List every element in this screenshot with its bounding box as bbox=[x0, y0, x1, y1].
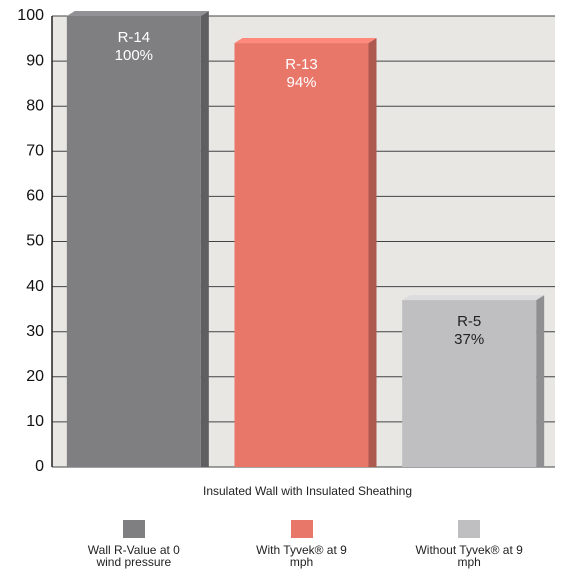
legend-label: Wall R-Value at 0 wind pressure bbox=[87, 543, 180, 569]
y-tick-label: 70 bbox=[26, 143, 44, 160]
legend-swatch bbox=[458, 520, 481, 538]
bar-side bbox=[200, 11, 209, 467]
y-tick-label: 10 bbox=[26, 413, 44, 430]
bar-side bbox=[536, 295, 545, 467]
legend-swatch bbox=[290, 520, 313, 538]
bar-r-value: R-5 bbox=[457, 313, 481, 330]
y-tick-label: 0 bbox=[35, 458, 44, 475]
y-tick-label: 30 bbox=[26, 323, 44, 340]
legend-item: With Tyvek® at 9 mph bbox=[237, 520, 367, 568]
bar-top bbox=[66, 11, 209, 16]
bar bbox=[402, 300, 537, 467]
y-tick-label: 80 bbox=[26, 97, 44, 114]
bar-top bbox=[402, 295, 545, 301]
data-label: 94% bbox=[286, 74, 316, 91]
data-label: 100% bbox=[115, 47, 153, 64]
legend-item: Wall R-Value at 0 wind pressure bbox=[69, 520, 199, 568]
y-tick-label: 100 bbox=[17, 7, 44, 24]
y-tick-label: 40 bbox=[26, 278, 44, 295]
bar bbox=[234, 43, 369, 468]
y-tick-label: 60 bbox=[26, 188, 44, 205]
x-axis-label: Insulated Wall with Insulated Sheathing bbox=[203, 484, 412, 498]
bar-side bbox=[368, 38, 377, 468]
legend-label: With Tyvek® at 9 mph bbox=[256, 543, 347, 569]
legend-swatch bbox=[122, 520, 145, 538]
bar-top bbox=[234, 38, 377, 44]
bar bbox=[66, 16, 201, 467]
data-label: 37% bbox=[454, 331, 484, 348]
y-tick-label: 20 bbox=[26, 368, 44, 385]
bar-r-value: R-14 bbox=[118, 29, 151, 46]
legend-label: Without Tyvek® at 9 mph bbox=[415, 543, 523, 569]
chart: 0 10 20 30 40 50 60 70 80 90 100 Insulated Wall wit… bbox=[17, 7, 555, 498]
y-tick-label: 90 bbox=[26, 52, 44, 69]
y-tick-label: 50 bbox=[26, 233, 44, 250]
bar-r-value: R-13 bbox=[285, 56, 318, 73]
legend-item: Without Tyvek® at 9 mph bbox=[404, 520, 534, 568]
